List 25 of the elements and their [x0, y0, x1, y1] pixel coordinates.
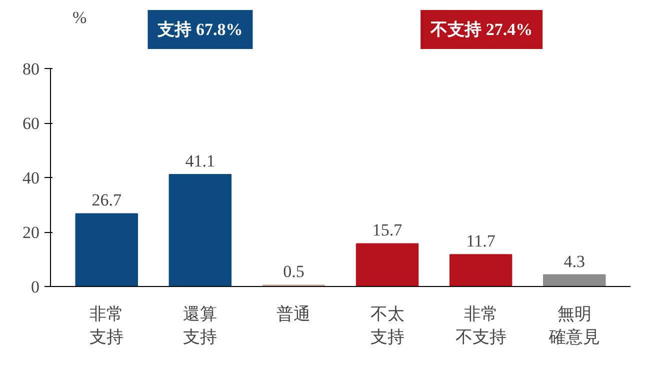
x-tick-label: 非常不支持 [455, 304, 506, 346]
x-tick-label: 不太支持 [370, 304, 404, 346]
bar [449, 254, 512, 286]
x-tick-label: 普通 [276, 304, 311, 324]
text: 不支持 27.4% [430, 20, 533, 39]
y-tick-label: 60 [22, 114, 40, 133]
data-label: 15.7 [372, 220, 403, 240]
bar [75, 213, 138, 286]
y-tick-label: 40 [22, 168, 40, 188]
bar [543, 274, 606, 286]
data-label: 41.1 [185, 152, 216, 171]
data-label: 4.3 [564, 252, 585, 271]
x-tick-label: 無明確意見 [548, 304, 600, 346]
bar [356, 243, 419, 286]
bar [168, 174, 232, 286]
text: 支持 67.8% [156, 20, 243, 39]
y-tick-label: 80 [22, 60, 40, 78]
data-label: 26.7 [92, 190, 122, 210]
y-axis-title: % [72, 8, 87, 27]
x-tick-label: 還算支持 [183, 304, 218, 346]
x-tick-label: 非常支持 [90, 304, 124, 346]
data-label: 0.5 [283, 262, 304, 282]
data-label: 11.7 [466, 232, 496, 251]
y-tick-label: 20 [22, 223, 40, 242]
y-tick-label: 0 [31, 278, 40, 296]
